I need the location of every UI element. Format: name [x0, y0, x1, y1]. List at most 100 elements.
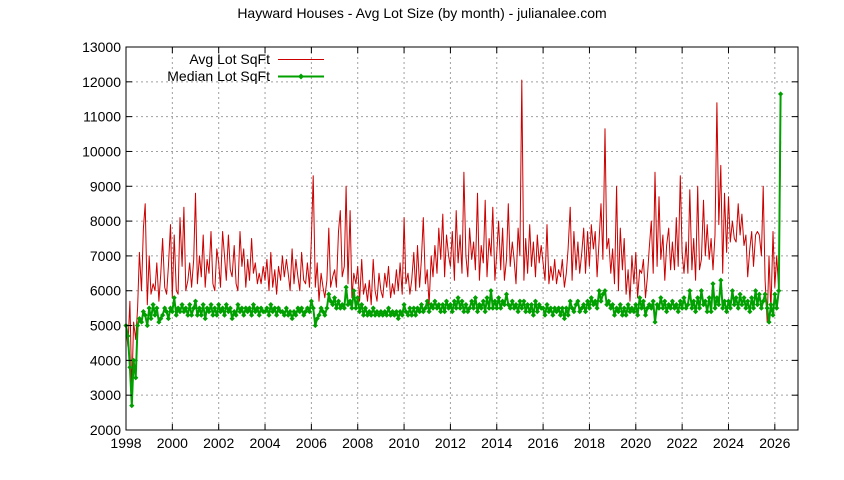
median-point — [764, 305, 770, 311]
median-point — [360, 312, 367, 318]
median-point — [459, 298, 465, 304]
median-point — [239, 305, 245, 311]
median-point — [666, 302, 672, 308]
median-point — [482, 309, 488, 315]
median-point — [673, 302, 679, 308]
median-point — [685, 302, 691, 308]
median-point — [177, 309, 183, 315]
x-tick-label: 2004 — [249, 435, 280, 451]
median-point — [233, 312, 239, 318]
median-point — [414, 305, 421, 311]
median-point — [617, 302, 623, 308]
median-point — [188, 312, 195, 318]
median-point — [474, 309, 481, 315]
median-point — [291, 309, 297, 315]
median-point — [264, 305, 270, 311]
median-point — [749, 295, 755, 301]
median-point — [561, 315, 568, 322]
median-point — [194, 312, 200, 318]
median-point — [501, 302, 508, 308]
median-point — [469, 298, 475, 304]
median-point — [586, 305, 593, 311]
median-point — [430, 305, 436, 311]
median-point — [181, 309, 187, 315]
grid — [126, 47, 798, 430]
median-point — [774, 305, 780, 311]
median-point — [515, 309, 521, 315]
median-point — [217, 309, 224, 315]
median-point — [563, 305, 569, 311]
median-point — [706, 295, 712, 301]
y-tick-label: 5000 — [90, 318, 121, 334]
x-tick-label: 2000 — [157, 435, 188, 451]
median-point — [494, 305, 500, 311]
median-point — [658, 295, 664, 301]
median-point — [220, 305, 226, 311]
median-point — [640, 298, 647, 304]
median-point — [246, 305, 253, 311]
median-point — [488, 288, 494, 294]
median-point — [689, 305, 695, 311]
median-point — [324, 305, 330, 311]
x-tick-label: 2010 — [388, 435, 419, 451]
median-point — [416, 309, 423, 315]
median-point — [405, 312, 411, 318]
median-point — [229, 315, 235, 322]
median-point — [735, 305, 741, 311]
plot-frame — [125, 46, 799, 431]
median-point — [523, 309, 529, 315]
median-point — [637, 295, 643, 301]
median-point — [762, 291, 768, 297]
y-tick-label: 3000 — [90, 387, 121, 403]
median-point — [160, 312, 166, 318]
median-point — [729, 288, 736, 294]
median-point — [142, 312, 148, 318]
x-tick-label: 2012 — [435, 435, 466, 451]
median-point — [403, 309, 409, 315]
median-point — [461, 309, 467, 315]
median-point — [513, 302, 519, 308]
median-point — [314, 315, 320, 322]
median-point — [465, 309, 471, 315]
median-point — [223, 302, 229, 308]
median-point — [204, 305, 210, 311]
y-tick-label: 7000 — [90, 248, 121, 264]
median-point — [490, 305, 496, 311]
median-point — [463, 302, 469, 308]
median-point — [660, 305, 666, 311]
x-tick-label: 2018 — [574, 435, 605, 451]
median-point — [148, 315, 154, 322]
median-point — [667, 305, 674, 311]
median-point — [733, 295, 739, 301]
median-point — [484, 295, 490, 301]
median-point — [754, 302, 761, 308]
y-tick-label: 12000 — [82, 74, 121, 90]
median-point — [210, 312, 216, 318]
median-point — [134, 322, 141, 329]
median-point — [287, 309, 293, 315]
median-point — [152, 312, 158, 318]
median-point — [710, 281, 716, 287]
median-point — [467, 305, 473, 311]
median-point — [131, 357, 137, 363]
median-point — [337, 305, 343, 311]
median-point — [747, 309, 753, 315]
legend-label-avg: Avg Lot SqFt — [189, 51, 270, 67]
median-point — [611, 312, 618, 318]
median-point — [683, 305, 689, 311]
y-tick-label: 8000 — [90, 213, 121, 229]
median-point — [372, 312, 378, 318]
median-point — [299, 305, 305, 311]
median-point — [183, 305, 189, 311]
median-point — [698, 288, 704, 294]
median-point — [571, 309, 577, 315]
median-point — [243, 305, 249, 311]
median-point — [301, 312, 307, 318]
median-point — [144, 322, 150, 329]
median-point — [388, 312, 394, 318]
median-point — [165, 315, 172, 322]
median-point — [368, 312, 374, 318]
y-tick-label: 10000 — [82, 143, 121, 159]
chart-title: Hayward Houses - Avg Lot Size (by month)… — [237, 5, 606, 21]
median-point — [192, 298, 199, 304]
